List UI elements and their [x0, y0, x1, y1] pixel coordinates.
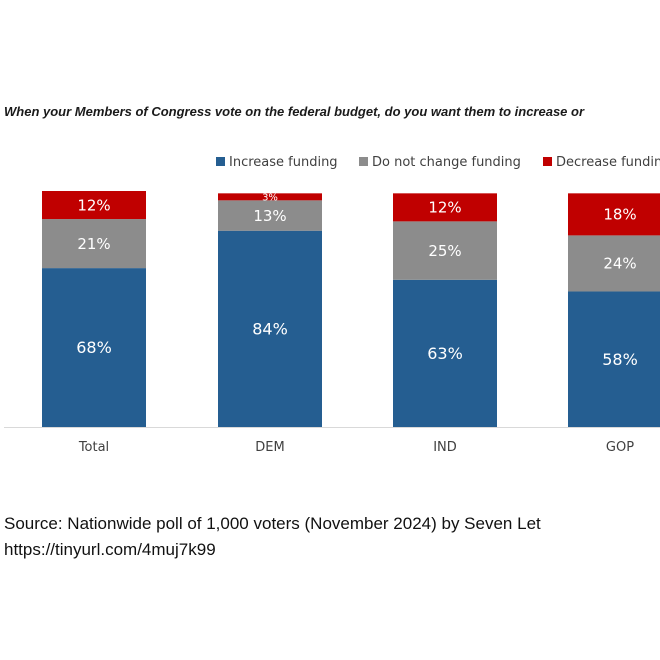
legend-entry: Increase funding [229, 155, 338, 170]
bar-segment [568, 291, 660, 427]
chart-title: When your Members of Congress vote on th… [4, 104, 585, 119]
data-label: 84% [252, 319, 288, 338]
bar-segment [42, 219, 146, 269]
bar-segment [393, 221, 497, 280]
data-label: 21% [77, 235, 110, 253]
data-label: 12% [77, 196, 110, 214]
data-label: 3% [262, 192, 278, 203]
data-label: 63% [427, 344, 463, 363]
data-label: 12% [428, 199, 461, 217]
x-axis: Total DEM IND GOP [4, 427, 660, 455]
data-label: 24% [603, 255, 636, 273]
legend-entry: Do not change funding [372, 155, 521, 170]
bar-segment [393, 279, 497, 427]
legend-swatch [216, 157, 225, 166]
data-label: 58% [602, 350, 638, 369]
legend-swatch [543, 157, 552, 166]
data-label: 68% [76, 338, 112, 357]
source-url[interactable]: https://tinyurl.com/4muj7k99 [4, 540, 216, 559]
bar-group: 68% 21% 12% 84% 13% 3% 63% 25% 12% 58% 24% 18% [42, 191, 660, 427]
x-tick-label: DEM [255, 440, 284, 455]
bar-segment [218, 230, 322, 427]
bar-segment [218, 200, 322, 231]
bar-segment [42, 268, 146, 427]
stacked-bar-chart: Increase funding Do not change funding Dec… [4, 155, 660, 455]
legend-entry: Decrease fundin [556, 155, 660, 170]
bar-segment [568, 235, 660, 292]
source-note: Source: Nationwide poll of 1,000 voters … [4, 514, 541, 533]
x-tick-label: IND [433, 440, 457, 455]
chart-legend: Increase funding Do not change funding Dec… [216, 155, 660, 170]
bar-segment [568, 193, 660, 236]
bar-segment [42, 191, 146, 220]
x-tick-label: Total [78, 440, 109, 455]
x-tick-label: GOP [606, 440, 634, 455]
bar-segment [393, 193, 497, 222]
legend-swatch [359, 157, 368, 166]
bar-segment [218, 193, 322, 201]
data-label: 13% [253, 207, 286, 225]
data-label: 18% [603, 206, 636, 224]
data-label: 25% [428, 242, 461, 260]
